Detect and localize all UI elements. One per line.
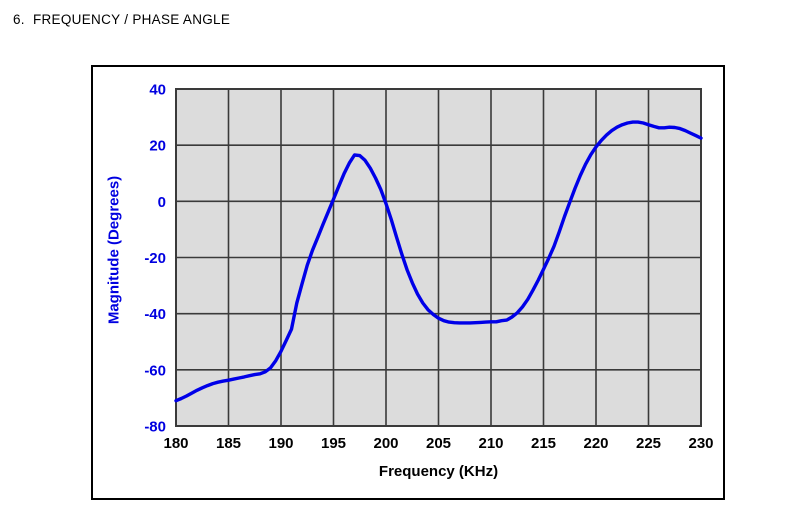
y-tick-label: -60 — [144, 362, 166, 379]
y-tick-label: 40 — [149, 82, 166, 99]
phase-curve — [174, 120, 703, 403]
y-tick-label: -20 — [144, 250, 166, 267]
y-tick-label: 0 — [158, 194, 166, 211]
x-tick-label: 230 — [688, 435, 713, 452]
x-axis-label: Frequency (KHz) — [378, 463, 499, 480]
chart-frame: 40 20 0 -20 -40 -60 -80 180 185 190 195 200 205 210 21… — [91, 65, 725, 500]
y-axis-label: Magnitude (Degrees) — [105, 175, 123, 325]
x-tick-label: 200 — [373, 435, 398, 452]
x-tick-label: 215 — [531, 435, 556, 452]
page-title: 6. FREQUENCY / PHASE ANGLE — [13, 12, 231, 27]
x-tick-label: 180 — [163, 435, 188, 452]
y-tick-label: -40 — [144, 306, 166, 323]
x-tick-label: 190 — [268, 435, 293, 452]
y-tick-label: -80 — [144, 419, 166, 436]
y-tick-label: 20 — [149, 138, 166, 155]
x-tick-label: 185 — [216, 435, 241, 452]
x-tick-label: 195 — [321, 435, 346, 452]
x-tick-label: 205 — [426, 435, 451, 452]
x-tick-label: 220 — [583, 435, 608, 452]
x-tick-label: 210 — [478, 435, 503, 452]
plot-border — [175, 88, 702, 427]
x-tick-label: 225 — [636, 435, 661, 452]
